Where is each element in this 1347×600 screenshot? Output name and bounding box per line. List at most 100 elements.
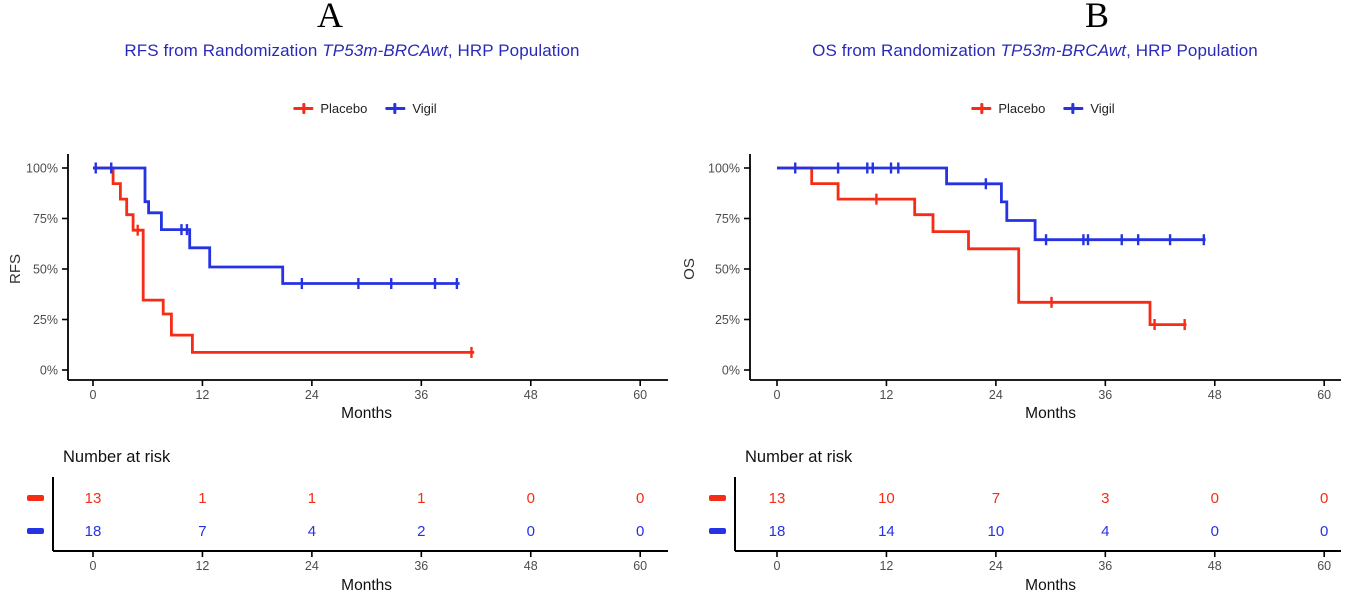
- risk-count-vigil: 18: [769, 523, 786, 540]
- risk-x-tick-label: 24: [989, 559, 1003, 573]
- legend-label-placebo: Placebo: [998, 101, 1046, 116]
- risk-count-placebo: 0: [1211, 490, 1219, 507]
- x-axis-title: Months: [1025, 405, 1076, 422]
- y-axis-title: OS: [681, 258, 698, 280]
- risk-x-tick-label: 24: [305, 559, 319, 573]
- risk-x-tick-label: 60: [633, 559, 647, 573]
- y-tick-label: 100%: [708, 162, 740, 176]
- km-chart-os: 0% 25% 50% 75% 100% OS 0 12 24 36 48 60 Months Number…: [681, 154, 1341, 594]
- x-tick-label: 12: [195, 388, 209, 402]
- y-tick-label: 50%: [33, 263, 58, 277]
- title-italic-gene: TP53m-BRCAwt: [1000, 41, 1127, 60]
- y-tick-label: 50%: [715, 263, 740, 277]
- title-suffix: , HRP Population: [1126, 41, 1258, 60]
- risk-count-placebo: 7: [992, 490, 1000, 507]
- y-tick-label: 25%: [33, 313, 58, 327]
- risk-count-vigil: 0: [636, 523, 644, 540]
- km-curve-vigil: [777, 166, 1206, 242]
- x-tick-label: 60: [633, 388, 647, 402]
- risk-count-vigil: 0: [1320, 523, 1328, 540]
- risk-count-vigil: 4: [308, 523, 316, 540]
- risk-count-placebo: 13: [85, 490, 102, 507]
- y-axis-title: RFS: [7, 254, 24, 284]
- legend-item-vigil: Vigil: [385, 101, 437, 116]
- y-tick-label: 0%: [722, 364, 740, 378]
- x-tick-label: 48: [1208, 388, 1222, 402]
- risk-count-placebo: 0: [527, 490, 535, 507]
- title-suffix: , HRP Population: [447, 41, 580, 60]
- legend: Placebo Vigil: [971, 101, 1115, 116]
- risk-count-placebo: 1: [308, 490, 316, 507]
- risk-x-axis-title: Months: [1025, 577, 1076, 594]
- panel-os: B OS from Randomization TP53m-BRCAwt, HR…: [674, 0, 1347, 600]
- risk-count-vigil: 18: [85, 523, 102, 540]
- km-curve-vigil: [93, 166, 460, 285]
- legend-label-placebo: Placebo: [320, 101, 368, 116]
- legend: Placebo Vigil: [293, 101, 437, 116]
- censor-plus-icon: [385, 102, 406, 115]
- panel-rfs: A RFS from Randomization TP53m-BRCAwt, H…: [7, 0, 668, 594]
- risk-count-placebo: 1: [198, 490, 206, 507]
- panel-letter-b: B: [1084, 0, 1110, 35]
- risk-row-icon-vigil: [709, 528, 726, 534]
- legend-item-placebo: Placebo: [971, 101, 1045, 116]
- risk-row-icon-vigil: [27, 528, 44, 534]
- title-prefix: OS from Randomization: [812, 41, 1001, 60]
- risk-x-tick-label: 36: [414, 559, 428, 573]
- risk-row-icon-placebo: [27, 495, 44, 501]
- km-curve-placebo: [93, 166, 475, 354]
- x-tick-label: 24: [305, 388, 319, 402]
- risk-count-vigil: 0: [1211, 523, 1219, 540]
- risk-x-tick-label: 48: [1208, 559, 1222, 573]
- risk-count-placebo: 3: [1101, 490, 1109, 507]
- legend-item-vigil: Vigil: [1063, 101, 1115, 116]
- risk-x-tick-label: 60: [1317, 559, 1331, 573]
- km-curve-placebo: [777, 166, 1187, 326]
- legend-label-vigil: Vigil: [1090, 101, 1115, 116]
- risk-x-tick-label: 12: [195, 559, 209, 573]
- title-prefix: RFS from Randomization: [124, 41, 323, 60]
- risk-table-header: Number at risk: [63, 448, 171, 466]
- censor-plus-icon: [971, 102, 992, 115]
- panel-letter-a: A: [317, 0, 343, 35]
- x-tick-label: 12: [879, 388, 893, 402]
- y-tick-label: 75%: [33, 212, 58, 226]
- y-tick-label: 100%: [26, 162, 58, 176]
- risk-count-vigil: 2: [417, 523, 425, 540]
- x-tick-label: 0: [90, 388, 97, 402]
- x-tick-label: 0: [774, 388, 781, 402]
- risk-x-axis-title: Months: [341, 577, 392, 594]
- risk-x-tick-label: 12: [879, 559, 893, 573]
- x-tick-label: 36: [1098, 388, 1112, 402]
- x-tick-label: 48: [524, 388, 538, 402]
- x-tick-label: 36: [414, 388, 428, 402]
- censor-plus-icon: [293, 102, 314, 115]
- censor-plus-icon: [1063, 102, 1084, 115]
- risk-count-placebo: 1: [417, 490, 425, 507]
- risk-count-placebo: 10: [878, 490, 895, 507]
- y-tick-label: 0%: [40, 364, 58, 378]
- legend-label-vigil: Vigil: [412, 101, 437, 116]
- title-italic-gene: TP53m-BRCAwt: [322, 41, 448, 60]
- x-axis-title: Months: [341, 405, 392, 422]
- y-tick-label: 25%: [715, 313, 740, 327]
- risk-count-placebo: 0: [636, 490, 644, 507]
- risk-count-vigil: 7: [198, 523, 206, 540]
- risk-x-tick-label: 36: [1098, 559, 1112, 573]
- risk-count-placebo: 13: [769, 490, 786, 507]
- panel-title-os: OS from Randomization TP53m-BRCAwt, HRP …: [812, 41, 1258, 61]
- risk-x-tick-label: 48: [524, 559, 538, 573]
- risk-count-vigil: 0: [527, 523, 535, 540]
- x-tick-label: 60: [1317, 388, 1331, 402]
- risk-count-vigil: 14: [878, 523, 895, 540]
- risk-x-tick-label: 0: [774, 559, 781, 573]
- risk-count-vigil: 10: [988, 523, 1005, 540]
- risk-count-vigil: 4: [1101, 523, 1109, 540]
- risk-x-tick-label: 0: [90, 559, 97, 573]
- x-tick-label: 24: [989, 388, 1003, 402]
- panel-title-rfs: RFS from Randomization TP53m-BRCAwt, HRP…: [124, 41, 579, 61]
- legend-item-placebo: Placebo: [293, 101, 367, 116]
- risk-row-icon-placebo: [709, 495, 726, 501]
